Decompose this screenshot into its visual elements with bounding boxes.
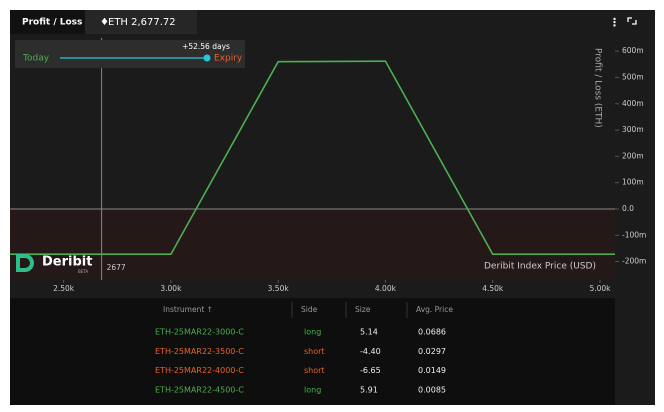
x-tick-label: 5.00k — [589, 284, 611, 293]
cell-instrument: ETH-25MAR22-4000-C — [155, 366, 244, 375]
y-tick-label: 600m — [622, 46, 644, 55]
cell-instrument: ETH-25MAR22-3000-C — [155, 328, 244, 337]
loss-zone — [10, 208, 615, 280]
pnl-line — [10, 60, 615, 256]
asset-tab[interactable] — [85, 10, 197, 34]
cell-side: long — [304, 385, 321, 394]
y-tick-label: 300m — [622, 125, 644, 134]
y-axis-title: Profit / Loss (ETH) — [593, 48, 603, 128]
tab-title[interactable]: Profit / Loss — [22, 18, 82, 28]
y-tick-label: -200m — [622, 257, 646, 266]
asset-price: ETH 2,677.72 — [108, 17, 176, 28]
cell-avg-price: 0.0149 — [418, 366, 446, 375]
x-axis-title: Deribit Index Price (USD) — [484, 262, 596, 272]
x-tick-label: 4.50k — [482, 284, 504, 293]
table-panel — [10, 298, 615, 405]
cell-size: -6.65 — [360, 366, 381, 375]
y-tick-label: 100m — [622, 178, 644, 187]
cell-side: long — [304, 328, 321, 337]
tab[interactable] — [10, 10, 85, 34]
y-tick-label: -100m — [622, 230, 646, 239]
x-tick-label: 3.50k — [268, 284, 290, 293]
cell-side: short — [304, 347, 325, 356]
legend-today: Today — [22, 54, 50, 64]
cell-avg-price: 0.0686 — [418, 328, 446, 337]
cell-size: 5.91 — [360, 385, 378, 394]
legend-box — [15, 40, 245, 68]
column-header: Avg. Price — [416, 305, 453, 314]
column-header: Instrument ↑ — [163, 305, 213, 314]
column-header: Side — [301, 305, 318, 314]
y-tick-label: 400m — [622, 99, 644, 108]
legend-expiry: Expiry — [214, 54, 243, 64]
cell-instrument: ETH-25MAR22-4500-C — [155, 385, 244, 394]
brand-sub: BETA — [78, 269, 88, 274]
column-header: Size — [355, 305, 371, 314]
brand-icon — [16, 254, 34, 272]
eth-icon: ♦ — [100, 17, 109, 28]
index-price-label: 2677 — [107, 263, 126, 272]
cell-side: short — [304, 366, 325, 375]
menu-icon[interactable]: ⋮ — [609, 16, 620, 29]
expand-icon[interactable] — [627, 17, 637, 25]
y-tick-label: 200m — [622, 151, 644, 160]
cell-size: -4.40 — [360, 347, 381, 356]
cell-avg-price: 0.0085 — [418, 385, 446, 394]
positions-table: Instrument ↑ Side Size Avg. Price ETH-25MAR2… — [155, 302, 453, 394]
legend-days: +52.56 days — [182, 42, 230, 51]
brand: Deribit — [42, 255, 92, 270]
cell-size: 5.14 — [360, 328, 378, 337]
legend-knob — [203, 54, 211, 62]
cell-instrument: ETH-25MAR22-3500-C — [155, 347, 244, 356]
plot: 600m 500m 400m 300m 200m 100m 0.0 -100m -200m 2.5… — [10, 38, 646, 293]
x-tick-label: 3.00k — [160, 284, 182, 293]
x-tick-label: 4.00k — [375, 284, 397, 293]
x-tick-label: 2.50k — [53, 284, 75, 293]
y-tick-label: 500m — [622, 72, 644, 81]
y-tick-label: 0.0 — [622, 204, 634, 213]
cell-avg-price: 0.0297 — [418, 347, 446, 356]
